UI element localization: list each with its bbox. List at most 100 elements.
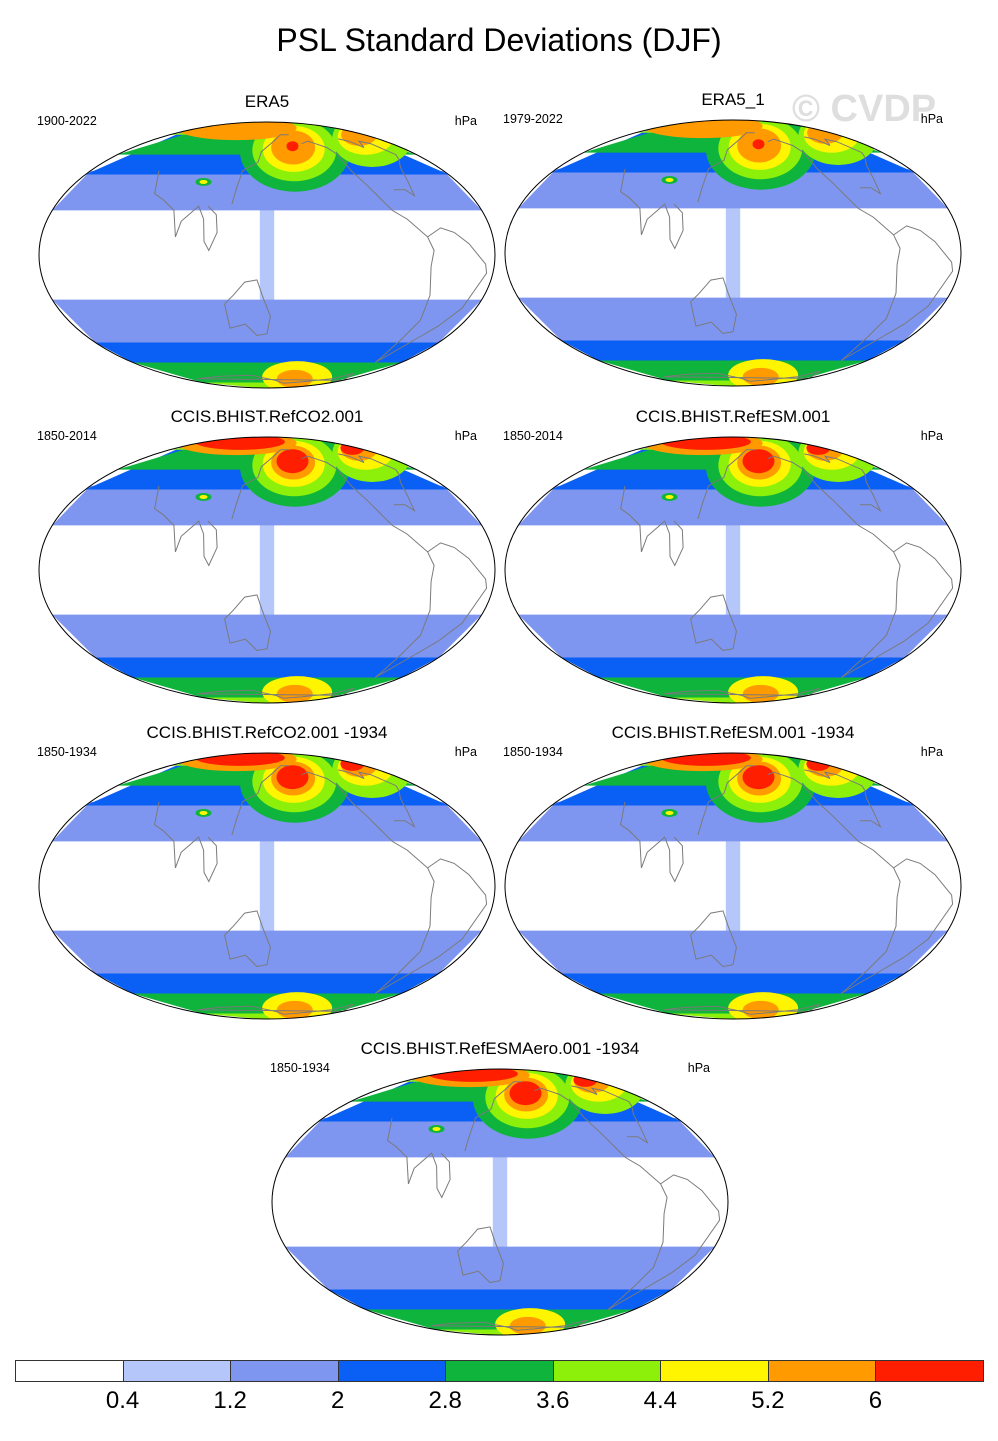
coastline [197,372,355,384]
map-field [518,437,954,703]
map-canvas [38,121,496,389]
world-map [37,435,497,705]
colorbar-segment [337,1360,447,1382]
coastline [224,279,271,337]
coastline [840,858,954,994]
colorbar-segment [230,1360,339,1382]
north-pacific-maximum [742,765,775,790]
colorbar-segment [15,1360,124,1382]
coastline [663,1003,821,1015]
map-canvas [271,1068,729,1336]
panel-title: CCIS.BHIST.RefESM.001 [635,407,831,426]
coastline [804,136,882,196]
map-border [504,436,962,704]
tibet-spot [432,1126,441,1131]
coastline [690,277,737,335]
panel-period: 1850-1934 [503,745,563,759]
tibet-spot [199,179,208,184]
coastline [337,785,435,994]
panel-period: 1850-1934 [270,1061,330,1075]
coastline [231,765,289,836]
map-field [52,122,488,388]
map-field [52,753,488,1019]
coastline [197,687,355,699]
world-map [503,435,963,705]
north-pacific-maximum [286,141,299,152]
coastline [338,769,416,829]
tibet-spot [665,810,674,815]
watermark: © CVDP [792,88,937,130]
coastline [620,485,684,567]
north-atlantic-maximum [341,123,378,146]
panel-units: hPa [920,429,943,443]
coastline [197,1003,355,1015]
map-border [504,119,962,387]
panel-units: hPa [920,112,943,126]
colorbar-segment [122,1360,232,1382]
coastline [840,542,954,678]
panel-title: CCIS.BHIST.RefESMAero.001 -1934 [360,1039,640,1058]
shading-band [285,1246,715,1290]
panel-period: 1900-2022 [37,114,97,128]
coastline [803,152,901,361]
panel-units: hPa [454,745,477,759]
shading-band [518,168,948,209]
coastline [338,138,416,198]
coastline [338,453,416,513]
colorbar-label: 2.8 [428,1387,462,1414]
map-panel-refco2: CCIS.BHIST.RefCO2.001 1850-2014 hPa [37,407,497,707]
north-atlantic-maximum [340,440,365,455]
panel-units: hPa [454,114,477,128]
colorbar-segment [875,1360,984,1382]
antarctic-maximum [742,367,779,386]
coastline [607,1174,721,1310]
coastline [767,455,804,471]
coastline [803,469,901,678]
coastline [457,1226,504,1284]
map-panel-era5: ERA5 1900-2022 hPa [37,92,497,392]
map-panel-refesm-1934: CCIS.BHIST.RefESM.001 -1934 1850-1934 hP… [503,723,963,1023]
coastline [767,138,804,154]
map-panel-refco2-1934: CCIS.BHIST.RefCO2.001 -1934 1850-1934 hP… [37,723,497,1023]
coastline [697,765,755,836]
north-atlantic-maximum [340,756,365,771]
antarctic-maximum [276,369,313,388]
north-pacific-maximum [276,449,309,474]
shading-band [518,297,948,341]
map-canvas [504,119,962,387]
coastline [804,453,882,513]
coastline [430,1319,588,1331]
shading-band [328,1289,672,1310]
antarctic-maximum [509,1316,546,1335]
coastline [154,801,218,883]
coastline [337,154,435,363]
north-pacific-maximum [752,139,765,150]
shading-band [518,485,948,526]
shading-band [561,973,905,994]
colorbar [15,1360,984,1384]
coastline [570,1101,668,1310]
north-atlantic-maximum [806,756,831,771]
north-atlantic-maximum [806,440,831,455]
colorbar-segment [552,1360,662,1382]
panel-units: hPa [687,1061,710,1075]
north-pacific-maximum [742,449,775,474]
coastline [571,1085,649,1145]
coastline [663,687,821,699]
coastline [231,134,289,205]
panel-title: ERA5_1 [701,90,765,109]
colorbar-label: 5.2 [751,1387,785,1414]
shading-band [95,973,439,994]
map-canvas [504,752,962,1020]
shading-band [52,930,482,974]
panel-title: CCIS.BHIST.RefESM.001 -1934 [611,723,855,742]
map-field [518,753,954,1019]
shading-band [561,657,905,678]
tibet-spot [199,494,208,499]
coastline [620,168,684,250]
panel-title: CCIS.BHIST.RefCO2.001 [170,407,364,426]
shading-band [52,299,482,343]
shading-band [52,614,482,658]
coastline [301,771,338,787]
colorbar-label: 1.2 [213,1387,247,1414]
